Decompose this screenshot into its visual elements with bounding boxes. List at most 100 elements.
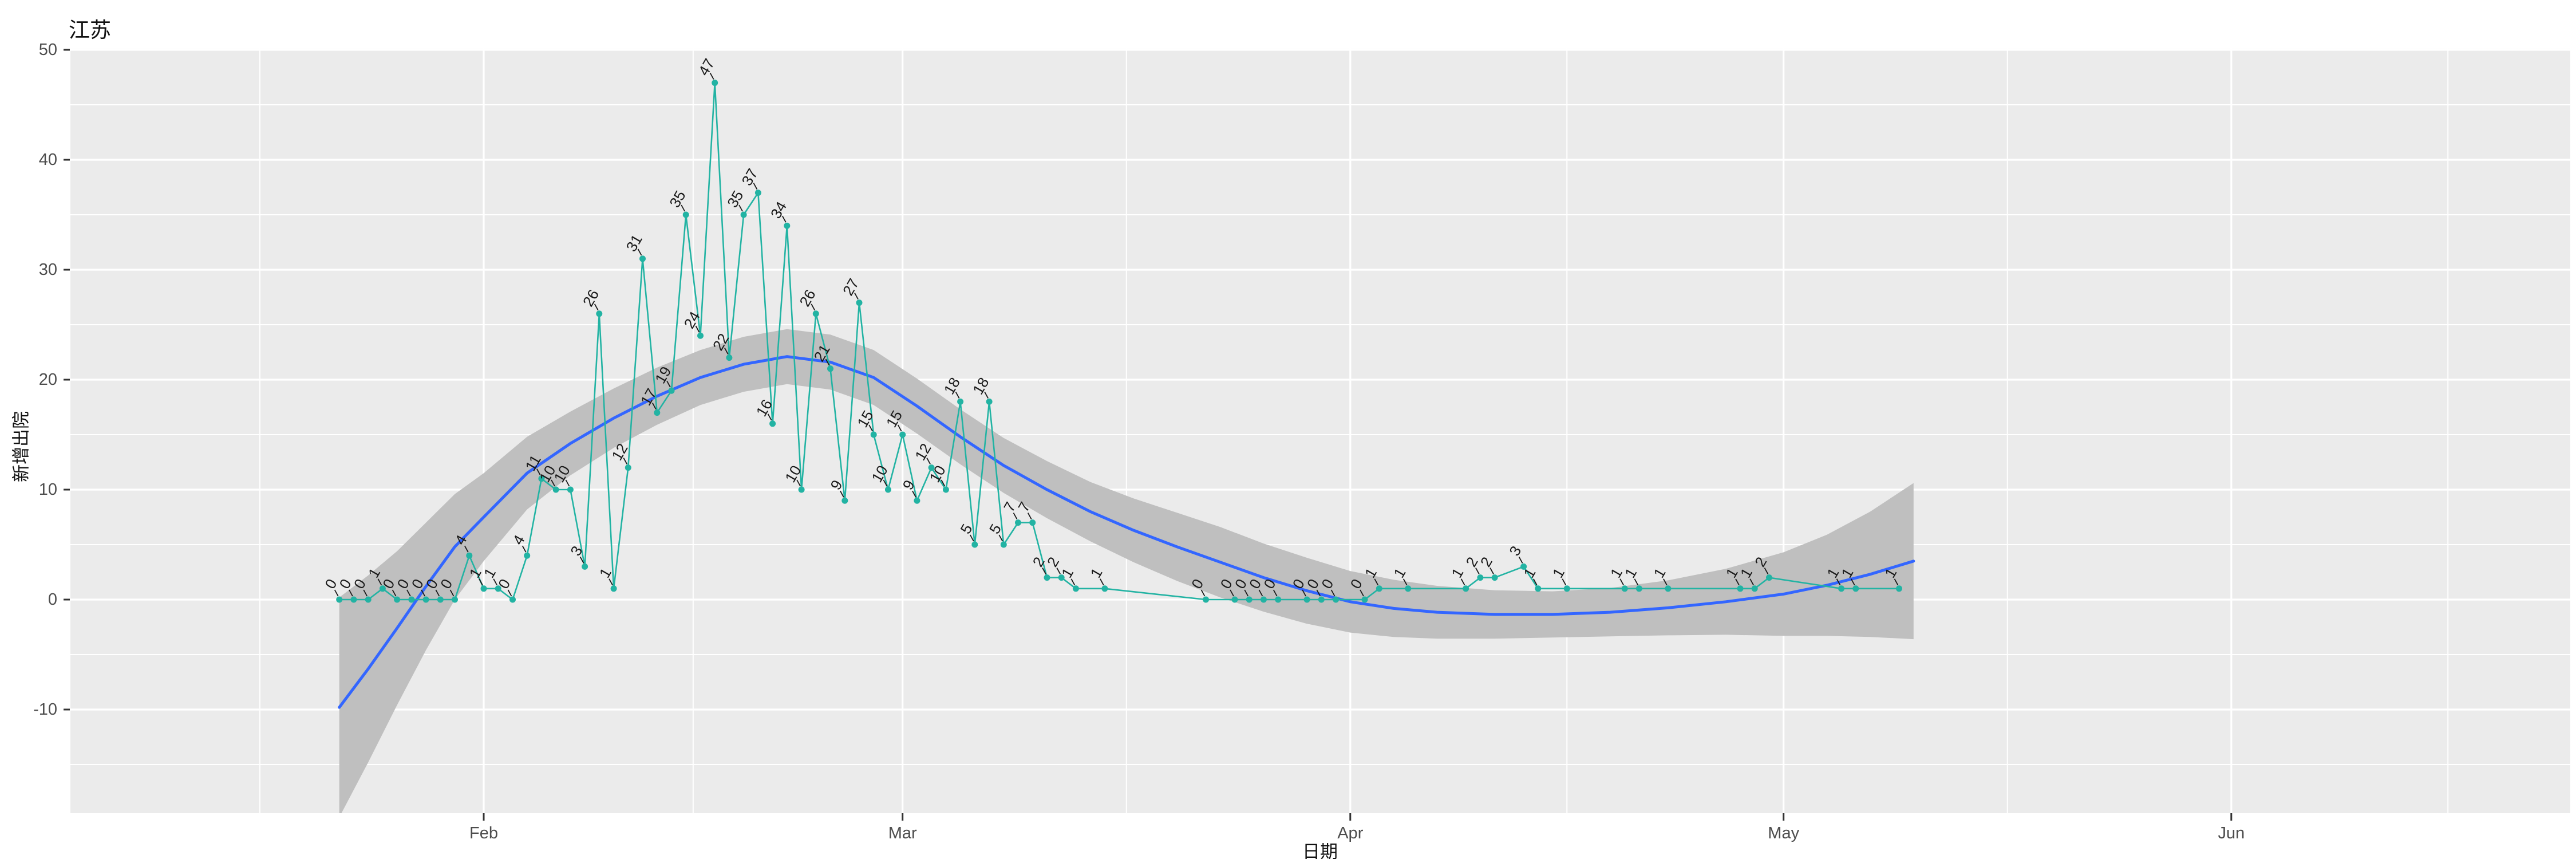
data-point <box>538 475 545 482</box>
data-point <box>812 310 819 317</box>
label-connector <box>507 589 512 597</box>
data-point <box>625 464 631 471</box>
label-connector <box>1316 589 1321 597</box>
y-tick-label: 10 <box>39 480 57 499</box>
data-point <box>1751 585 1758 592</box>
data-point <box>668 387 675 394</box>
data-point <box>971 541 978 548</box>
data-point <box>697 332 704 339</box>
plot-panel <box>70 49 2570 813</box>
data-point <box>1405 585 1412 592</box>
x-tick-label: Feb <box>469 824 498 842</box>
label-connector <box>1374 578 1379 586</box>
data-point <box>1246 596 1253 603</box>
label-connector <box>1619 578 1624 586</box>
label-connector <box>738 204 743 212</box>
label-connector <box>825 358 830 366</box>
data-point <box>726 354 733 361</box>
data-point <box>1275 596 1282 603</box>
label-connector <box>1460 578 1465 586</box>
label-connector <box>955 391 960 399</box>
data-point <box>1101 585 1108 592</box>
data-point <box>957 398 964 405</box>
label-connector <box>392 589 397 597</box>
y-tick-label: 0 <box>48 590 57 609</box>
label-connector <box>681 204 685 212</box>
label-connector <box>349 589 353 597</box>
data-point <box>466 552 473 559</box>
label-connector <box>1663 578 1668 586</box>
data-point <box>914 497 920 504</box>
x-tick-label: Jun <box>2218 824 2245 842</box>
data-point <box>712 80 718 86</box>
data-point <box>1665 585 1672 592</box>
label-connector <box>998 534 1003 542</box>
label-connector <box>609 578 613 586</box>
label-connector <box>623 458 628 465</box>
data-point <box>654 409 661 416</box>
label-connector <box>1027 513 1032 520</box>
label-connector <box>1013 513 1018 520</box>
data-point <box>1491 574 1498 581</box>
data-point <box>1766 574 1772 581</box>
data-point <box>784 222 791 229</box>
data-point <box>856 300 863 306</box>
label-connector <box>926 458 931 465</box>
data-point <box>408 596 415 603</box>
label-connector <box>695 325 700 333</box>
data-point <box>1361 596 1368 603</box>
label-connector <box>1475 568 1480 575</box>
data-point <box>437 596 444 603</box>
data-point <box>596 310 603 317</box>
label-connector <box>1230 589 1234 597</box>
label-connector <box>521 545 527 553</box>
y-tick-label: 50 <box>39 41 57 59</box>
data-point <box>1852 585 1859 592</box>
label-connector <box>854 293 859 300</box>
label-connector <box>1851 578 1855 586</box>
data-point <box>754 190 761 196</box>
y-axis-title: 新增出院 <box>11 411 31 482</box>
label-connector <box>479 578 483 586</box>
data-point <box>1260 596 1267 603</box>
label-connector <box>1490 568 1494 575</box>
label-connector <box>796 479 801 487</box>
chart-title: 江苏 <box>69 18 111 42</box>
data-point <box>870 431 877 438</box>
data-point <box>610 585 617 592</box>
label-connector <box>536 468 541 476</box>
label-connector <box>1518 556 1523 564</box>
data-point <box>841 497 848 504</box>
label-connector <box>666 380 671 388</box>
label-connector <box>709 73 714 80</box>
label-connector <box>1042 568 1046 575</box>
label-connector <box>464 545 469 553</box>
label-connector <box>941 479 946 487</box>
label-connector <box>1764 568 1769 575</box>
data-point <box>884 486 891 493</box>
data-point <box>899 431 906 438</box>
data-point <box>1029 519 1036 526</box>
label-connector <box>377 578 382 586</box>
label-connector <box>406 589 411 597</box>
label-connector <box>1533 578 1538 586</box>
data-point <box>986 398 993 405</box>
label-connector <box>493 578 497 586</box>
data-point <box>1333 596 1340 603</box>
data-point <box>350 596 357 603</box>
label-connector <box>724 348 729 355</box>
label-connector <box>363 589 368 597</box>
label-connector <box>435 589 440 597</box>
label-connector <box>1562 578 1567 586</box>
data-point <box>336 596 343 603</box>
data-point <box>495 585 501 592</box>
data-point <box>394 596 401 603</box>
data-point <box>682 211 689 218</box>
data-point <box>1044 574 1050 581</box>
data-point <box>1896 585 1902 592</box>
data-point <box>1000 541 1007 548</box>
data-point <box>1376 585 1382 592</box>
label-connector <box>1749 578 1754 586</box>
data-point <box>1838 585 1845 592</box>
data-point <box>1535 585 1542 592</box>
